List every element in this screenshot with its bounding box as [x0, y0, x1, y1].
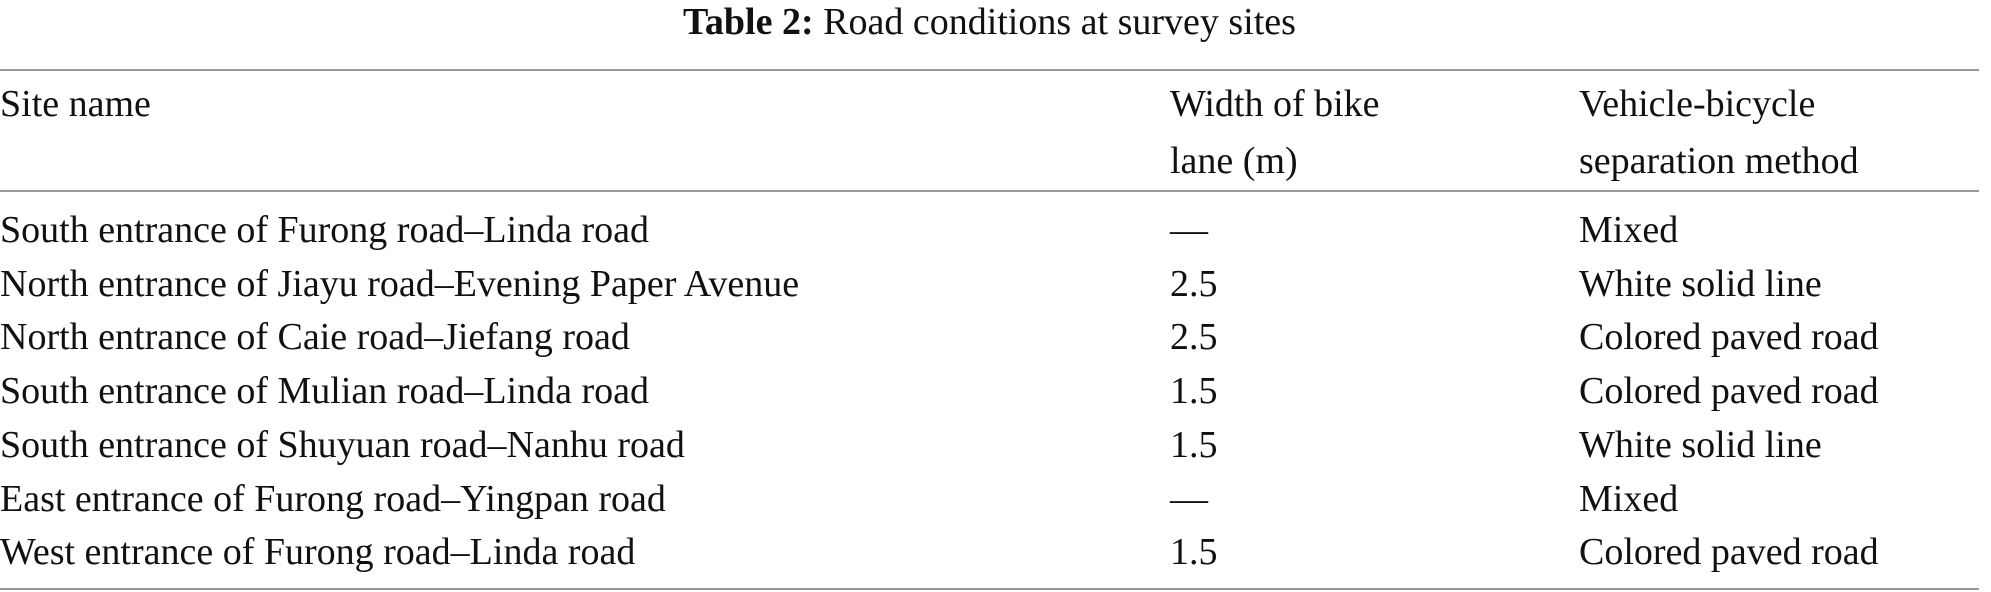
- table-cell: West entrance of Furong road–Linda road: [0, 531, 636, 574]
- table-cell: Colored paved road: [1579, 531, 1879, 574]
- table-cell: —: [1170, 477, 1208, 520]
- table-cell: South entrance of Mulian road–Linda road: [0, 370, 649, 413]
- table-cell: South entrance of Furong road–Linda road: [0, 209, 649, 251]
- top-rule: [0, 69, 1979, 71]
- caption-label: Table 2:: [683, 1, 814, 43]
- table-cell: North entrance of Caie road–Jiefang road: [0, 316, 630, 359]
- table-cell: 2.5: [1170, 262, 1218, 305]
- header-cell: lane (m): [1170, 140, 1298, 182]
- table-cell: White solid line: [1579, 262, 1822, 305]
- table-cell: —: [1170, 209, 1208, 251]
- table-cell: 1.5: [1170, 423, 1218, 466]
- header-rule: [0, 190, 1979, 192]
- header-cell: separation method: [1579, 140, 1859, 182]
- table-cell: Colored paved road: [1579, 370, 1879, 413]
- table-cell: White solid line: [1579, 423, 1822, 466]
- bottom-rule: [0, 588, 1979, 590]
- table-cell: Mixed: [1579, 477, 1679, 520]
- header-cell: Vehicle-bicycle: [1579, 83, 1816, 125]
- table-cell: South entrance of Shuyuan road–Nanhu roa…: [0, 423, 685, 466]
- table-cell: 1.5: [1170, 370, 1218, 413]
- caption-text: Road conditions at survey sites: [823, 1, 1296, 43]
- table-cell: North entrance of Jiayu road–Evening Pap…: [0, 262, 800, 305]
- table-caption: Table 2: Road conditions at survey sites: [0, 0, 1979, 44]
- table-cell: 1.5: [1170, 531, 1218, 574]
- header-cell: Site name: [0, 83, 151, 125]
- table-cell: Mixed: [1579, 209, 1679, 251]
- table-cell: Colored paved road: [1579, 316, 1879, 359]
- table-cell: 2.5: [1170, 316, 1218, 359]
- table-cell: East entrance of Furong road–Yingpan roa…: [0, 477, 666, 520]
- header-cell: Width of bike: [1170, 83, 1380, 125]
